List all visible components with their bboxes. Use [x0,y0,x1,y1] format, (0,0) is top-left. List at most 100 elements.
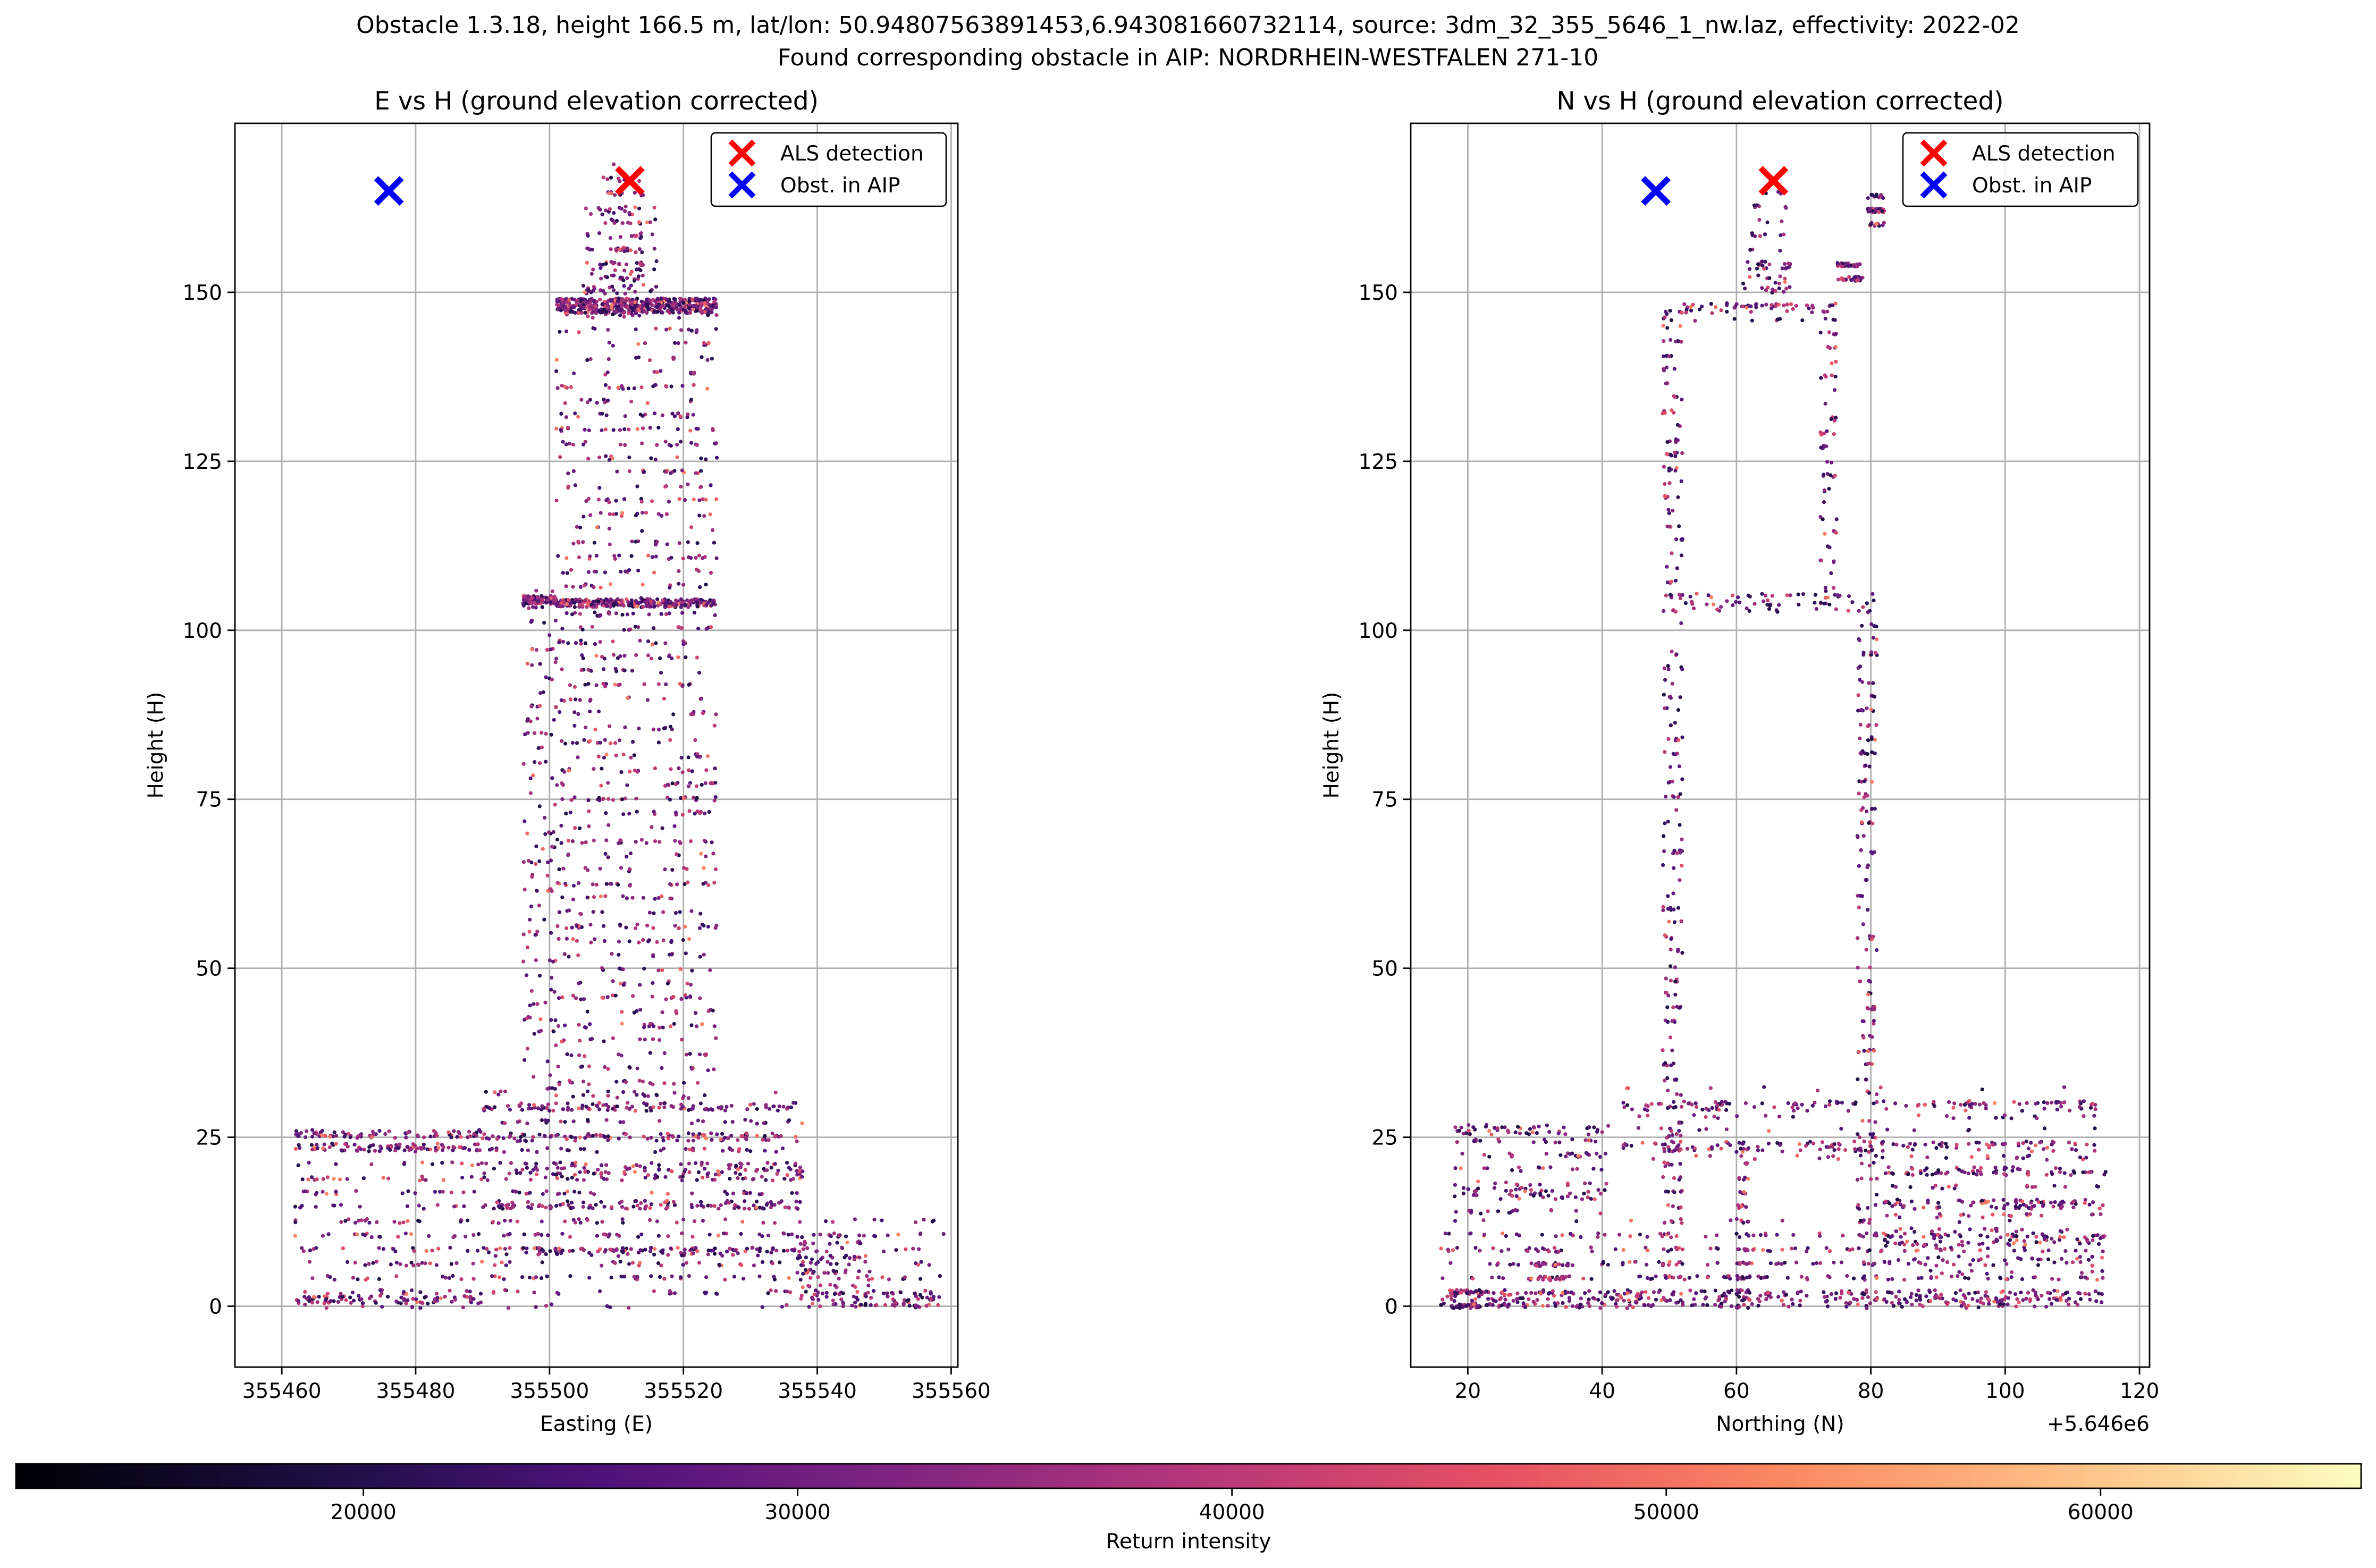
lidar-point [627,1107,631,1111]
lidar-point [602,924,606,928]
lidar-point [709,781,713,786]
lidar-point [593,937,597,941]
lidar-point [701,1219,705,1223]
lidar-point [487,1250,491,1254]
lidar-point [608,1232,612,1236]
lidar-point [1763,594,1768,598]
lidar-point [699,1200,703,1204]
lidar-point [296,1163,300,1167]
lidar-point [1827,1145,1831,1149]
lidar-point [1869,622,1874,626]
lidar-point [660,826,664,830]
lidar-point [703,1291,707,1295]
lidar-point [853,1301,857,1305]
lidar-point [420,1146,424,1150]
lidar-point [668,471,672,475]
lidar-point [841,1300,845,1304]
lidar-point [2044,1304,2049,1309]
lidar-point [1865,794,1869,798]
lidar-point [824,1291,829,1295]
lidar-point [1662,354,1666,358]
lidar-point [1674,808,1679,812]
lidar-point [1805,1249,1809,1253]
lidar-point [592,605,596,609]
lidar-point [564,415,568,419]
lidar-point [711,428,715,433]
lidar-point [614,499,618,503]
lidar-point [796,1257,800,1261]
lidar-point [1817,1231,1822,1235]
lidar-point [549,1018,553,1022]
lidar-point [359,1297,364,1301]
lidar-point [736,1167,740,1171]
lidar-point [590,625,594,629]
lidar-point [536,746,541,750]
lidar-point [332,1299,336,1303]
lidar-point [651,1024,656,1029]
lidar-point [655,597,660,602]
lidar-point [799,1296,803,1301]
lidar-point [1858,1153,1863,1158]
lidar-point [1724,1108,1729,1112]
lidar-point [648,1081,652,1085]
lidar-point [1825,544,1830,549]
lidar-point [321,1234,325,1238]
lidar-point [584,1162,588,1167]
lidar-point [528,1177,533,1182]
lidar-point [703,811,707,815]
aip-obstacle-marker [374,176,404,206]
lidar-point [1666,993,1671,998]
lidar-point [598,298,602,302]
lidar-point [828,1283,832,1287]
lidar-point [1873,651,1877,655]
lidar-point [924,1304,929,1308]
lidar-point [625,783,629,787]
lidar-point [552,594,557,598]
lidar-point [612,554,617,558]
lidar-point [542,621,546,625]
lidar-point [2026,1147,2030,1151]
lidar-point [1873,751,1877,755]
lidar-point [1937,1142,1942,1147]
lidar-point [713,613,717,617]
lidar-point [1912,1128,1916,1133]
lidar-point [649,1108,653,1112]
lidar-point [1697,1128,1701,1132]
lidar-point [739,1232,743,1236]
lidar-point [601,289,605,293]
lidar-point [795,1169,799,1173]
lidar-point [441,1275,445,1279]
lidar-point [689,909,694,913]
lidar-point [1840,1100,1844,1105]
lidar-point [694,1011,698,1015]
lidar-point [706,883,711,888]
lidar-point [1686,1147,1690,1151]
lidar-point [881,1291,886,1295]
legend-entry: Obst. in AIP [728,171,900,199]
lidar-point [531,1135,535,1139]
lidar-point [619,514,624,518]
lidar-point [1673,395,1677,399]
lidar-point [653,1173,658,1177]
lidar-point [608,582,613,586]
lidar-point [1678,878,1682,882]
lidar-point [555,837,560,842]
lidar-point [485,1178,490,1182]
lidar-point [626,696,630,700]
lidar-point [2029,1149,2034,1153]
lidar-point [1665,524,1670,528]
lidar-point [331,1134,335,1139]
lidar-point [552,990,557,994]
lidar-point [515,1171,519,1175]
lidar-point [839,1297,844,1302]
lidar-point [1795,1153,1799,1158]
lidar-point [1874,723,1878,727]
lidar-point [1871,681,1875,685]
lidar-point [785,1289,789,1294]
lidar-point [1788,593,1792,597]
lidar-point [621,752,626,757]
lidar-point [616,597,620,601]
lidar-point [573,483,577,487]
lidar-point [367,1220,372,1225]
